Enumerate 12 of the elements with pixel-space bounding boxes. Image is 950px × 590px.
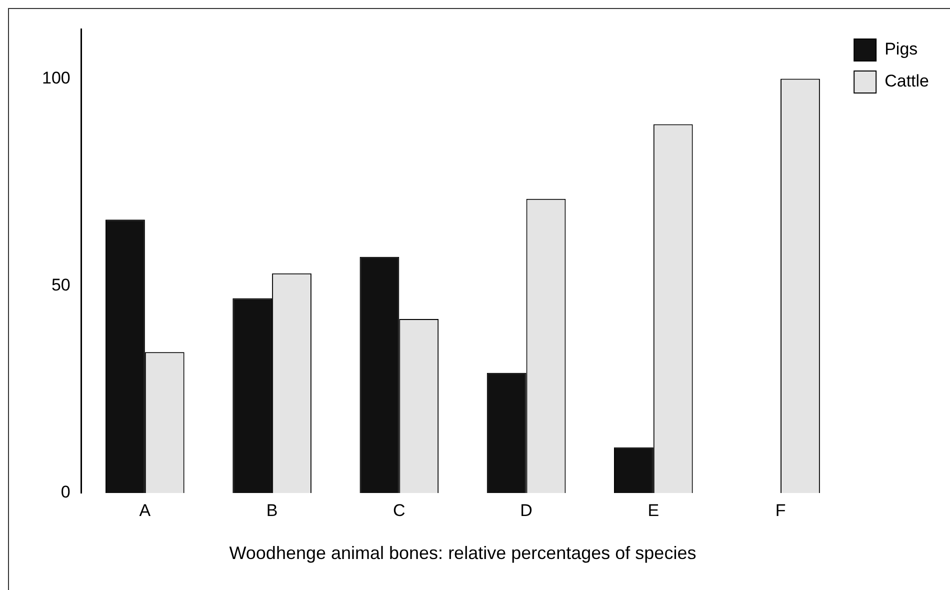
x-axis-title: Woodhenge animal bones: relative percentages of species: [229, 543, 696, 564]
legend-label: Pigs: [884, 40, 918, 59]
y-tick-label: 100: [42, 68, 70, 88]
x-tick-label: A: [139, 500, 152, 520]
x-tick-label: C: [393, 500, 406, 520]
legend-label: Cattle: [884, 72, 930, 91]
y-tick-label: 50: [51, 276, 70, 295]
x-tick-label: D: [520, 500, 532, 520]
x-tick-label: F: [775, 500, 786, 520]
y-tick-label: 0: [60, 482, 70, 502]
x-tick-label: B: [266, 500, 278, 520]
x-tick-label: E: [648, 500, 660, 520]
